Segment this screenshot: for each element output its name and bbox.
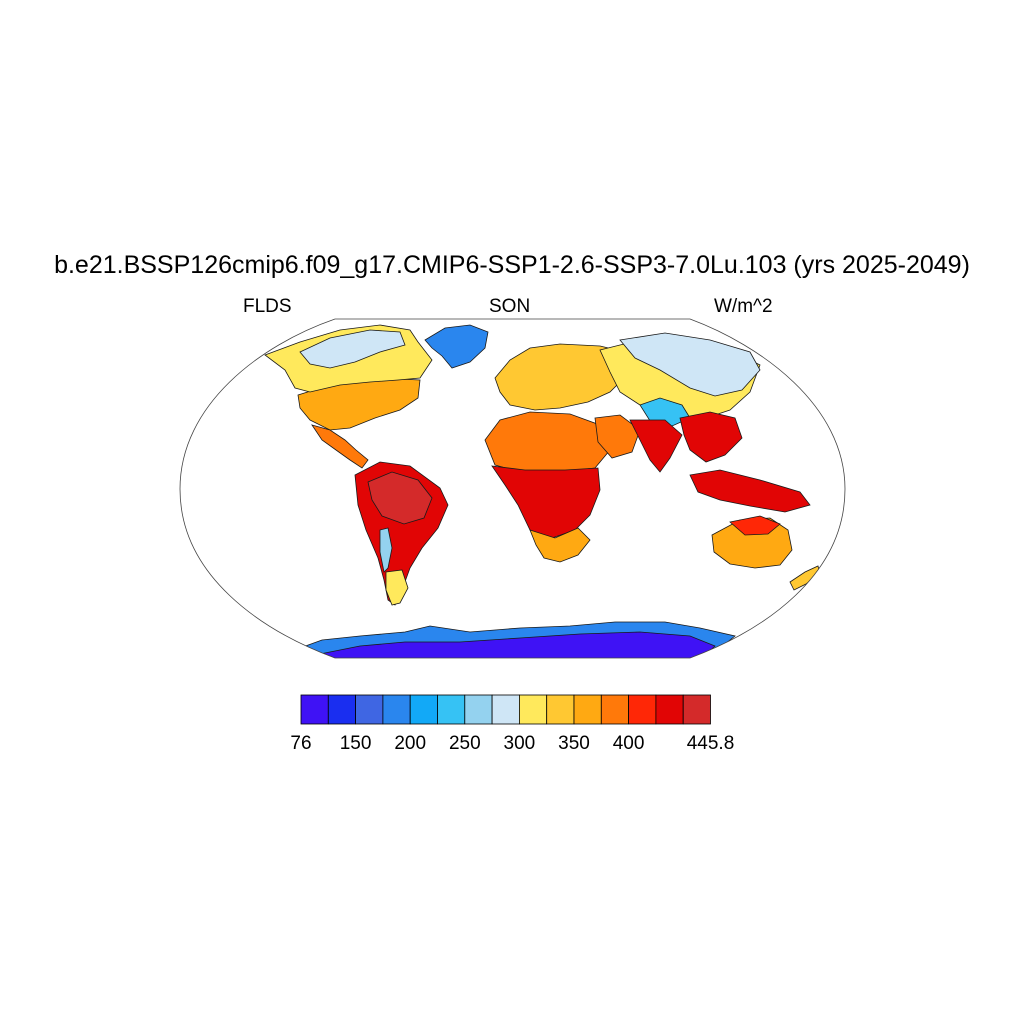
colorbar-box (628, 694, 657, 725)
colorbar-box (327, 694, 356, 725)
region-southeast-asia (679, 411, 743, 463)
colorbar-tick-label: 250 (449, 733, 481, 754)
region-central-america (311, 424, 369, 469)
region-andes (379, 527, 393, 573)
map-boundary (179, 318, 846, 659)
region-antarctica (318, 631, 716, 658)
units-label: W/m^2 (714, 296, 773, 317)
region-india (629, 419, 683, 473)
colorbar-box (600, 694, 629, 725)
region-siberia (619, 332, 761, 397)
colorbar-tick-label: 150 (340, 733, 372, 754)
region-amazon (367, 471, 433, 525)
region-southern-africa (529, 527, 591, 563)
colorbar-tick-label: 350 (558, 733, 590, 754)
colorbar-box (355, 694, 384, 725)
colorbar-box (464, 694, 493, 725)
colorbar-box (682, 694, 711, 725)
region-greenland (424, 324, 489, 369)
colorbar-box (491, 694, 520, 725)
region-maritime-continent (689, 469, 811, 513)
colorbar-tick-label: 300 (504, 733, 536, 754)
colorbar-tick-label: 445.8 (687, 733, 735, 754)
colorbar-box (573, 694, 602, 725)
colorbar-box (382, 694, 411, 725)
colorbar-box (519, 694, 548, 725)
colorbar-box (437, 694, 466, 725)
colorbar-box (409, 694, 438, 725)
colorbar-tick-label: 76 (290, 733, 311, 754)
colorbar-box (300, 694, 329, 725)
region-australia-north (729, 515, 781, 536)
variable-label: FLDS (243, 296, 292, 317)
plot-title: b.e21.BSSP126cmip6.f09_g17.CMIP6-SSP1-2.… (54, 251, 970, 279)
region-north-america-arctic (299, 329, 406, 369)
region-patagonia (385, 569, 409, 606)
region-arabia (594, 414, 641, 459)
colorbar-tick-label: 400 (613, 733, 645, 754)
colorbar-tick-label: 200 (394, 733, 426, 754)
season-label: SON (489, 296, 531, 317)
colorbar-box (655, 694, 684, 725)
colorbar-box (546, 694, 575, 725)
region-central-africa (491, 465, 601, 539)
